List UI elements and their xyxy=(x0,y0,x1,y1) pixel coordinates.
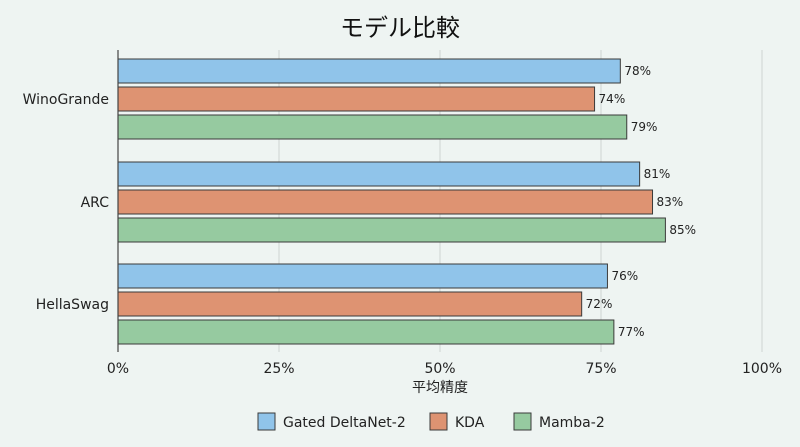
data-label: 79% xyxy=(631,120,658,134)
bar xyxy=(117,291,583,317)
bar xyxy=(117,217,666,243)
y-category-label: ARC xyxy=(81,195,110,211)
x-tick-label: 50% xyxy=(424,361,455,377)
x-tick-label: 75% xyxy=(585,361,616,377)
legend-swatch xyxy=(429,412,448,431)
chart-title: モデル比較 xyxy=(340,14,460,42)
legend-label: KDA xyxy=(455,415,485,431)
bar xyxy=(117,58,621,84)
data-label: 78% xyxy=(624,64,651,78)
data-label: 83% xyxy=(657,195,684,209)
y-category-label: HellaSwag xyxy=(36,297,109,313)
bar xyxy=(117,86,596,112)
data-labels: 78% 74% 79% 81% 83% 85% 76% 72% 77% xyxy=(586,64,696,339)
legend-label: Mamba-2 xyxy=(539,415,605,431)
legend-swatch xyxy=(257,412,276,431)
bar xyxy=(117,319,615,345)
bar xyxy=(117,161,641,187)
data-label: 76% xyxy=(611,269,638,283)
bar xyxy=(117,114,628,140)
axes: 0% 25% 50% 75% 100% WinoGrande ARC HellaSwag xyxy=(23,50,782,377)
legend-label: Gated DeltaNet-2 xyxy=(283,415,406,431)
bar xyxy=(117,263,608,289)
data-label: 85% xyxy=(669,223,696,237)
y-category-label: WinoGrande xyxy=(23,92,109,108)
data-label: 81% xyxy=(644,167,671,181)
x-tick-label: 25% xyxy=(263,361,294,377)
bars xyxy=(117,58,666,345)
data-label: 77% xyxy=(618,325,645,339)
bar xyxy=(117,189,654,215)
legend: Gated DeltaNet-2 KDA Mamba-2 xyxy=(257,412,605,431)
data-label: 74% xyxy=(599,92,626,106)
data-label: 72% xyxy=(586,297,613,311)
x-tick-label: 0% xyxy=(107,361,129,377)
x-tick-label: 100% xyxy=(742,361,782,377)
x-axis-title: 平均精度 xyxy=(412,380,468,396)
legend-swatch xyxy=(513,412,532,431)
